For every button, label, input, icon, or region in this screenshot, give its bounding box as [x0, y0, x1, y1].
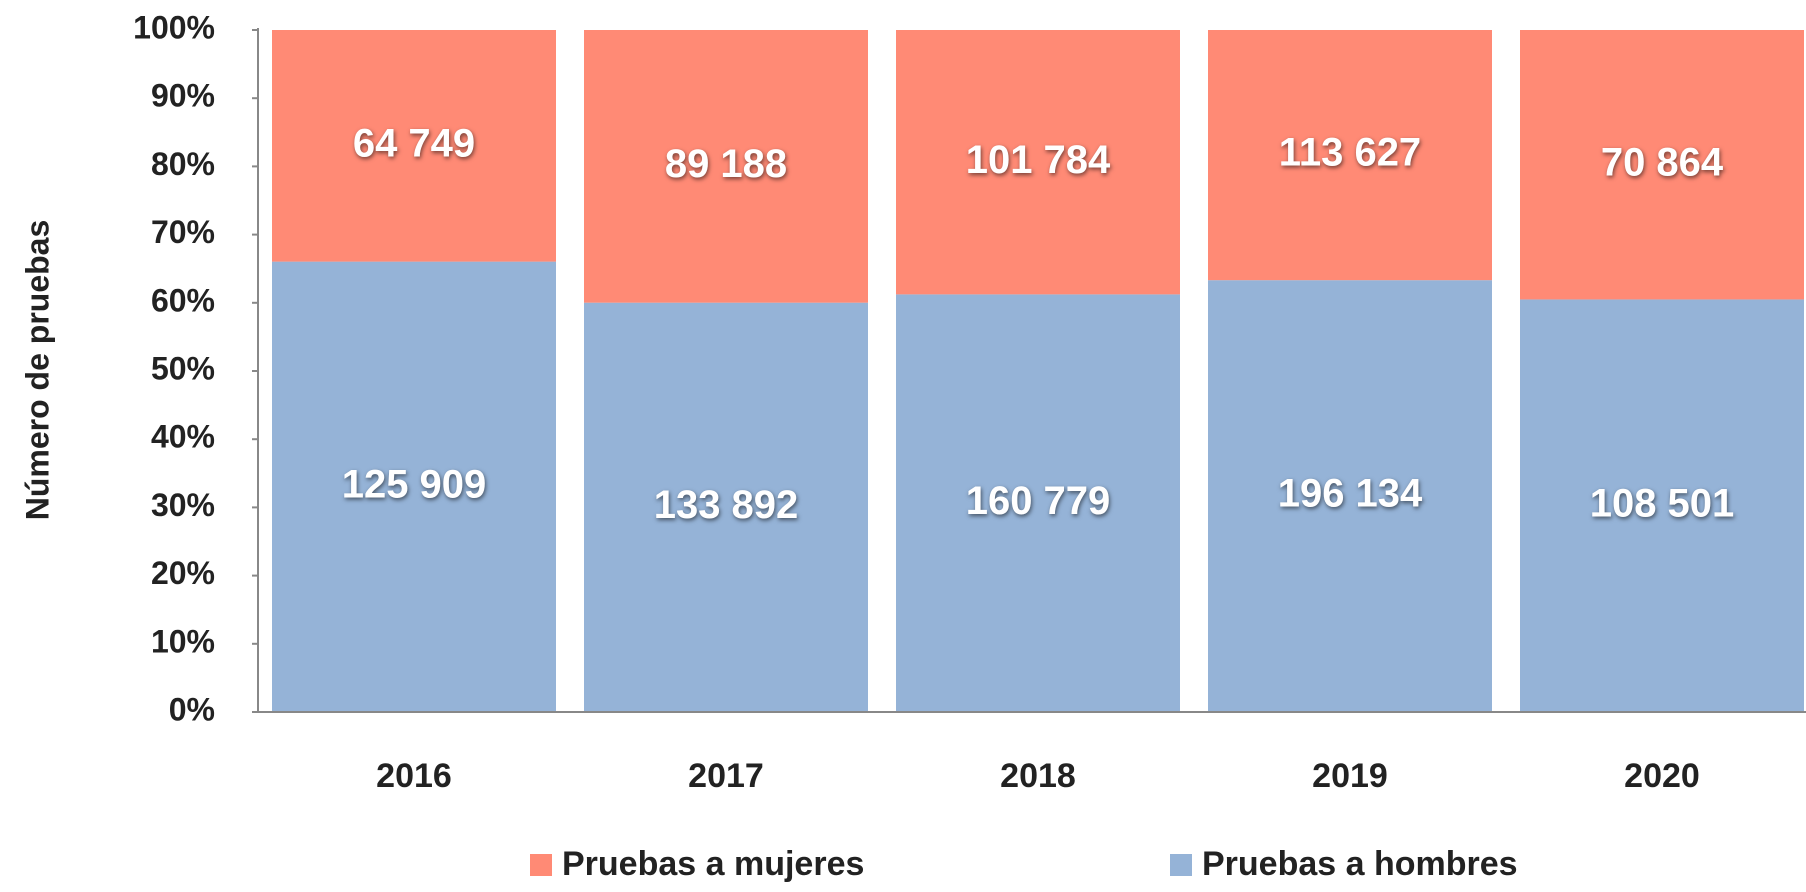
- x-tick-label: 2020: [1624, 757, 1700, 795]
- legend-label: Pruebas a hombres: [1202, 845, 1518, 883]
- legend-label: Pruebas a mujeres: [562, 845, 864, 883]
- x-tick-label: 2018: [1000, 757, 1076, 795]
- y-tick-label: 30%: [151, 487, 215, 523]
- bar-segment: [272, 30, 556, 262]
- data-label: 133 892: [654, 483, 799, 527]
- y-tick-label: 80%: [151, 146, 215, 182]
- bar-segment: [584, 30, 868, 303]
- y-tick-label: 10%: [151, 623, 215, 659]
- y-tick-label: 40%: [151, 419, 215, 455]
- bar-segment: [1520, 299, 1804, 712]
- y-tick-label: 0%: [169, 691, 215, 727]
- y-tick-label: 20%: [151, 555, 215, 591]
- x-tick-label: 2019: [1312, 757, 1388, 795]
- y-axis-title: Número de pruebas: [19, 220, 55, 521]
- bar-segment: [584, 302, 868, 712]
- legend-swatch: [1170, 854, 1192, 876]
- bar-segment: [1208, 280, 1492, 712]
- bar-segment: [896, 30, 1180, 295]
- x-tick-label: 2016: [376, 757, 452, 795]
- data-label: 101 784: [966, 138, 1111, 182]
- y-tick-label: 100%: [133, 9, 215, 45]
- y-tick-label: 60%: [151, 282, 215, 318]
- data-label: 160 779: [966, 479, 1111, 523]
- bar-segment: [272, 261, 556, 712]
- bar-segment: [1520, 30, 1804, 300]
- data-label: 113 627: [1279, 131, 1421, 175]
- data-label: 89 188: [665, 142, 787, 186]
- data-label: 64 749: [353, 121, 475, 165]
- data-label: 125 909: [342, 462, 487, 506]
- bar-segment: [896, 294, 1180, 712]
- legend-swatch: [530, 854, 552, 876]
- data-label: 70 864: [1601, 140, 1724, 184]
- y-tick-label: 90%: [151, 78, 215, 114]
- y-tick-label: 50%: [151, 350, 215, 386]
- y-tick-label: 70%: [151, 214, 215, 250]
- data-label: 196 134: [1278, 472, 1423, 516]
- bar-segment: [1208, 30, 1492, 281]
- data-label: 108 501: [1590, 481, 1735, 525]
- x-tick-label: 2017: [688, 757, 764, 795]
